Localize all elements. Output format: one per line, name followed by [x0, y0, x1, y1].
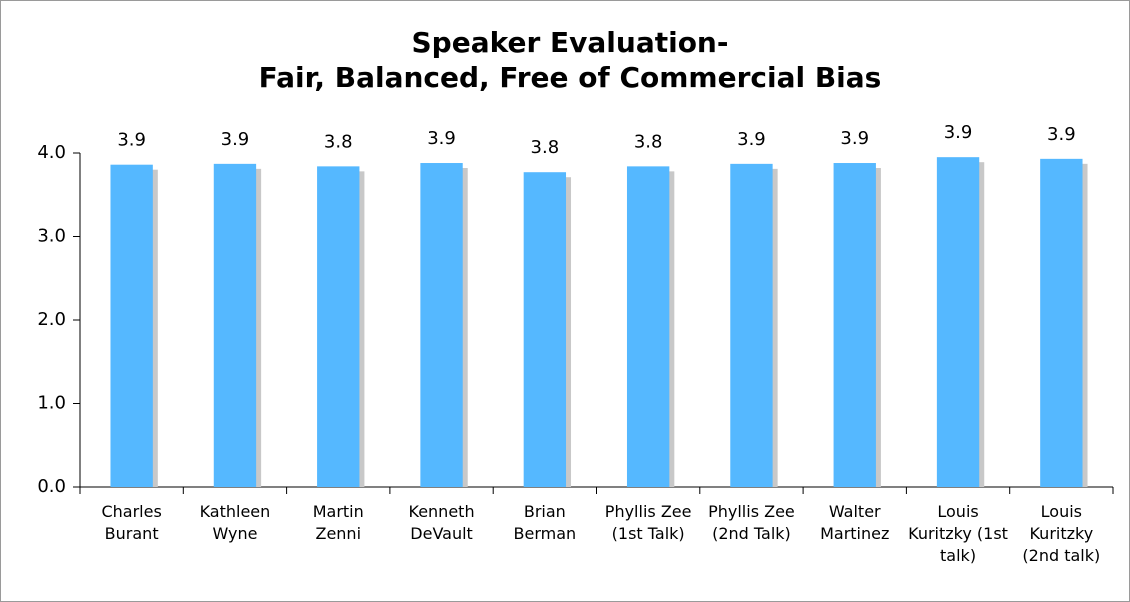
data-label: 3.9	[840, 128, 869, 149]
data-label: 3.9	[1047, 124, 1076, 145]
bar	[317, 166, 360, 488]
bar	[730, 163, 773, 488]
data-label: 3.9	[117, 130, 146, 151]
x-tick-label: Charles Burant	[101, 502, 162, 543]
x-tick-label: Kenneth DeVault	[408, 502, 475, 543]
x-tick-label: Phyllis Zee (2nd Talk)	[708, 502, 795, 543]
y-tick-label: 3.0	[37, 226, 66, 247]
x-tick-label: Martin Zenni	[312, 502, 364, 543]
data-label: 3.9	[221, 129, 250, 150]
y-tick-label: 4.0	[37, 142, 66, 163]
y-tick-label: 2.0	[37, 309, 66, 330]
data-label: 3.8	[634, 131, 663, 152]
data-label: 3.9	[427, 128, 456, 149]
chart-title: Fair, Balanced, Free of Commercial Bias	[259, 61, 882, 94]
data-label: 3.8	[324, 131, 353, 152]
x-tick-label: Phyllis Zee (1st Talk)	[604, 502, 692, 543]
x-tick-label: Kathleen Wyne	[199, 502, 271, 543]
x-tick-label: Brian Berman	[513, 502, 577, 543]
bar	[213, 163, 257, 488]
bar	[626, 166, 670, 488]
bar	[1040, 158, 1083, 487]
bar	[420, 163, 463, 487]
bar	[523, 172, 567, 487]
data-label: 3.9	[944, 122, 973, 143]
x-tick-label: Louis Kuritzky (1st talk)	[908, 502, 1008, 565]
x-tick-label: Walter Martinez	[820, 502, 890, 543]
y-tick-label: 1.0	[37, 393, 66, 414]
chart-title: Speaker Evaluation-	[412, 26, 729, 59]
bar	[833, 163, 876, 487]
x-tick-label: Louis Kuritzky (2nd talk)	[1022, 502, 1101, 565]
bar	[110, 164, 153, 487]
data-label: 3.8	[531, 137, 560, 158]
data-label: 3.9	[737, 129, 766, 150]
y-tick-label: 0.0	[37, 476, 66, 497]
bar	[936, 157, 980, 488]
